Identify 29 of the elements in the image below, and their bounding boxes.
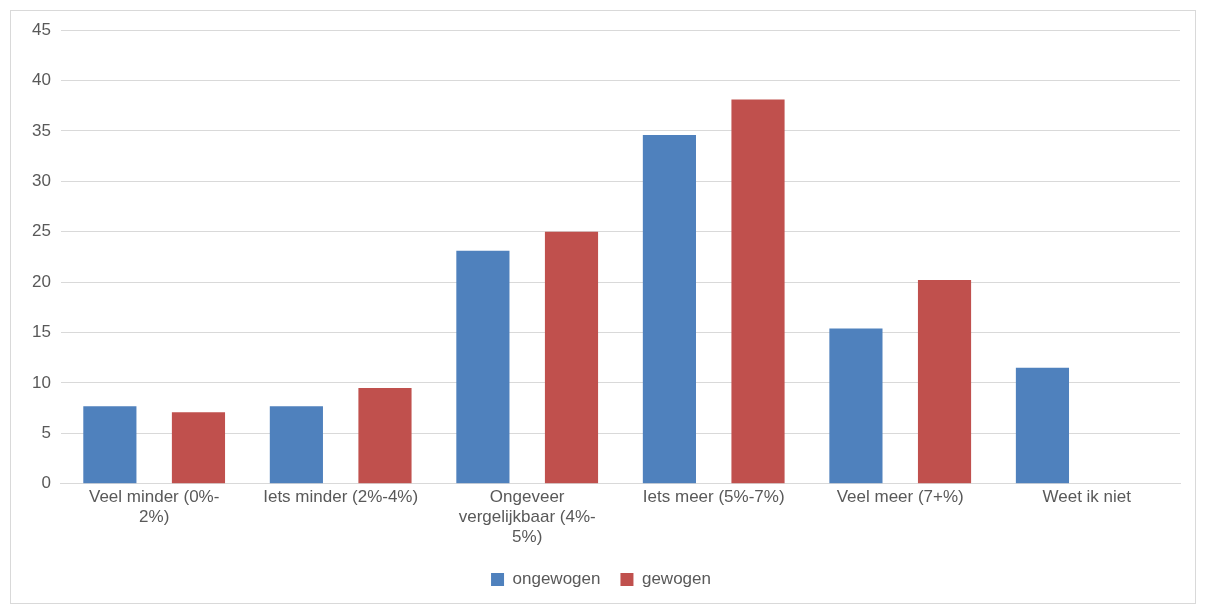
- x-tick-label: Veel minder (0%-2%): [88, 486, 220, 527]
- bar: [358, 388, 412, 484]
- y-tick-label: 5: [41, 423, 51, 443]
- bar: [731, 99, 785, 484]
- legend-label: ongewogen: [512, 569, 601, 589]
- y-tick-label: 0: [41, 473, 51, 493]
- bar: [917, 280, 972, 484]
- y-tick-label: 45: [31, 19, 51, 39]
- x-tick-label: Iets meer (5%-7%): [642, 486, 785, 506]
- bar: [1015, 367, 1070, 484]
- bar: [456, 250, 510, 484]
- y-tick-label: 40: [31, 70, 51, 90]
- x-tick-label: Iets minder (2%-4%): [263, 486, 419, 506]
- x-tick-label: Veel meer (7+%): [836, 486, 964, 506]
- y-tick-label: 15: [31, 322, 51, 342]
- y-tick-label: 25: [31, 221, 51, 241]
- legend-label: gewogen: [641, 569, 711, 589]
- bar: [269, 406, 323, 484]
- bar: [544, 231, 599, 484]
- bar: [171, 412, 226, 484]
- y-tick-label: 20: [31, 271, 51, 291]
- bar: [642, 134, 696, 484]
- y-tick-label: 35: [31, 120, 51, 140]
- x-tick-label: Weet ik niet: [1042, 486, 1132, 506]
- y-tick-label: 30: [31, 170, 51, 190]
- bar: [829, 328, 883, 484]
- y-tick-label: 10: [31, 372, 51, 392]
- x-tick-label: Ongeveer vergelijkbaar (4%-5%): [458, 486, 596, 547]
- bar: [83, 406, 137, 484]
